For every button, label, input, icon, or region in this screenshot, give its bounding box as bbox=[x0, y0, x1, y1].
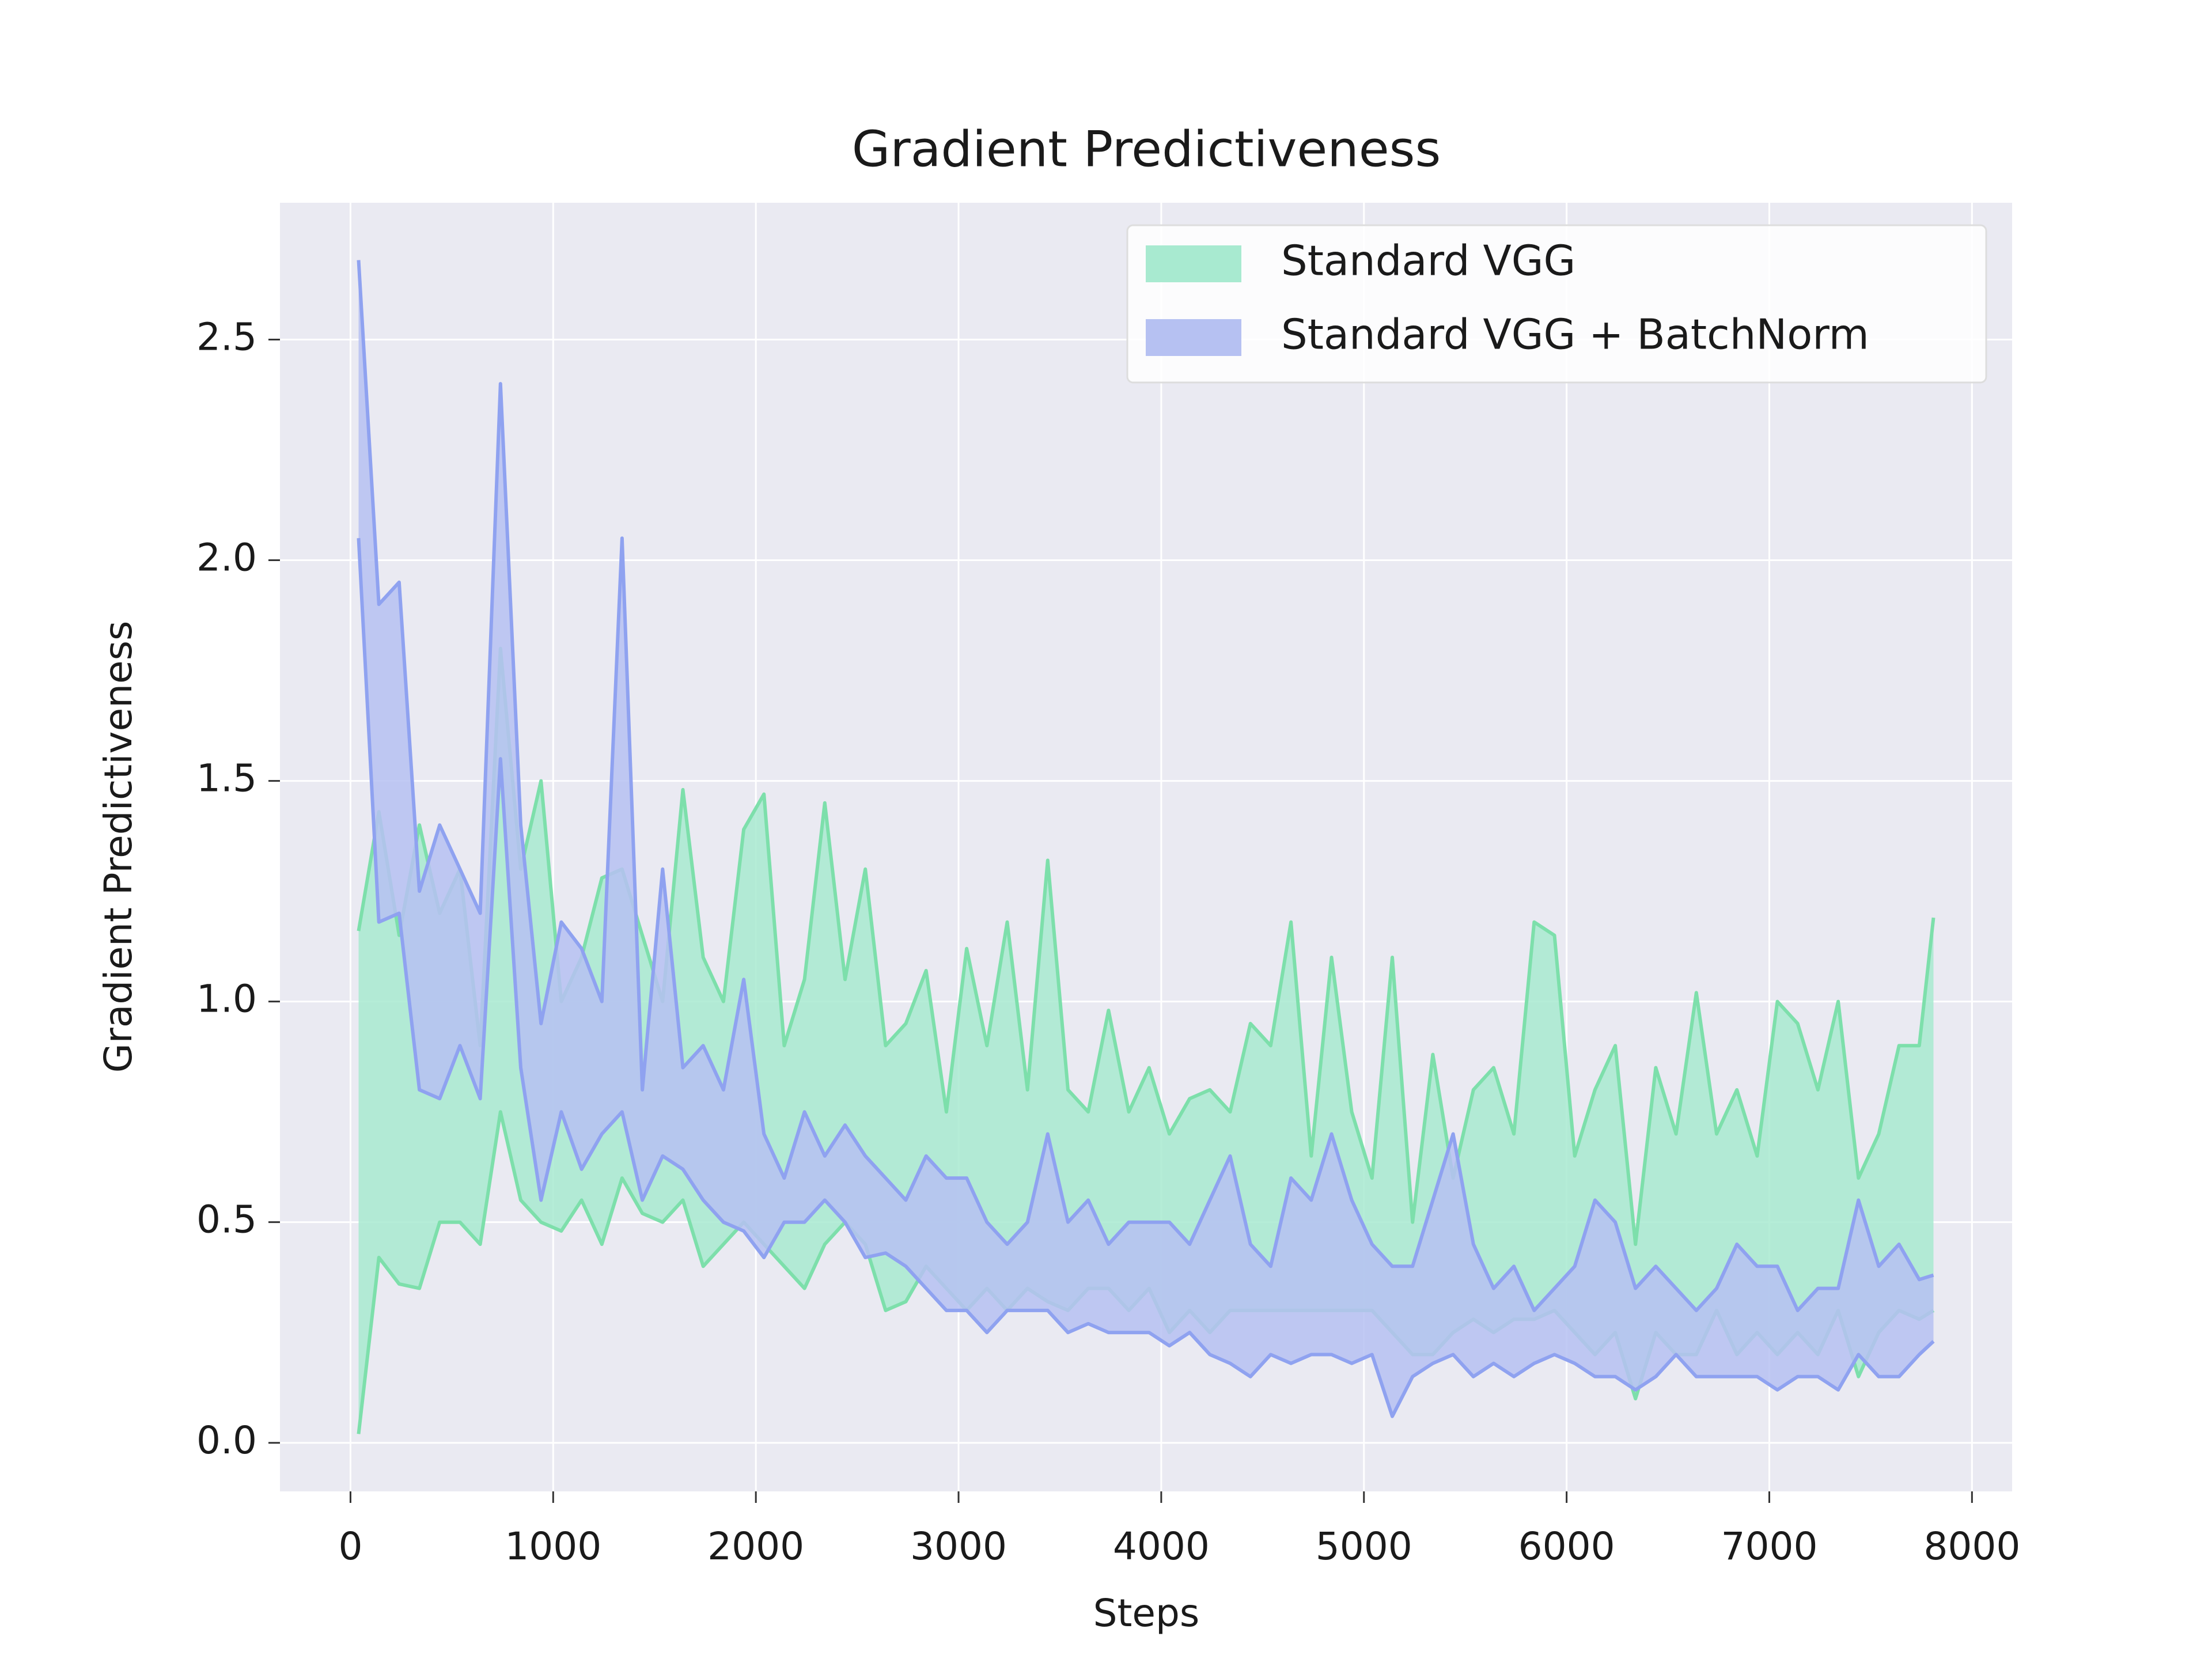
x-tick-label: 2000 bbox=[707, 1524, 804, 1569]
legend-label: Standard VGG bbox=[1281, 237, 1575, 285]
band-fill bbox=[358, 260, 1934, 1416]
legend-box bbox=[1126, 224, 1987, 384]
y-tick-label: 2.5 bbox=[196, 315, 257, 359]
upper-line bbox=[357, 260, 1934, 1312]
legend-label: Standard VGG + BatchNorm bbox=[1281, 310, 1869, 359]
y-tick-label: 2.0 bbox=[196, 536, 257, 580]
band-fill bbox=[358, 648, 1934, 1434]
y-tick-label: 0.0 bbox=[196, 1418, 257, 1463]
x-tick-label: 1000 bbox=[505, 1524, 601, 1569]
legend-swatch bbox=[1146, 245, 1241, 282]
x-tick-label: 5000 bbox=[1316, 1524, 1412, 1569]
lower-line bbox=[357, 538, 1935, 1418]
x-tick-label: 6000 bbox=[1518, 1524, 1615, 1569]
x-tick-label: 4000 bbox=[1113, 1524, 1210, 1569]
x-tick-label: 0 bbox=[338, 1524, 362, 1569]
y-axis-label: Gradient Predictiveness bbox=[96, 621, 141, 1073]
y-tick-label: 1.5 bbox=[196, 756, 257, 801]
x-axis-label: Steps bbox=[1093, 1591, 1200, 1635]
x-tick-label: 7000 bbox=[1721, 1524, 1817, 1569]
x-tick-label: 3000 bbox=[910, 1524, 1007, 1569]
chart-title: Gradient Predictiveness bbox=[852, 120, 1441, 178]
y-tick-label: 0.5 bbox=[196, 1198, 257, 1242]
x-tick-label: 8000 bbox=[1923, 1524, 2020, 1569]
y-tick-label: 1.0 bbox=[196, 977, 257, 1021]
legend-swatch bbox=[1146, 319, 1241, 356]
